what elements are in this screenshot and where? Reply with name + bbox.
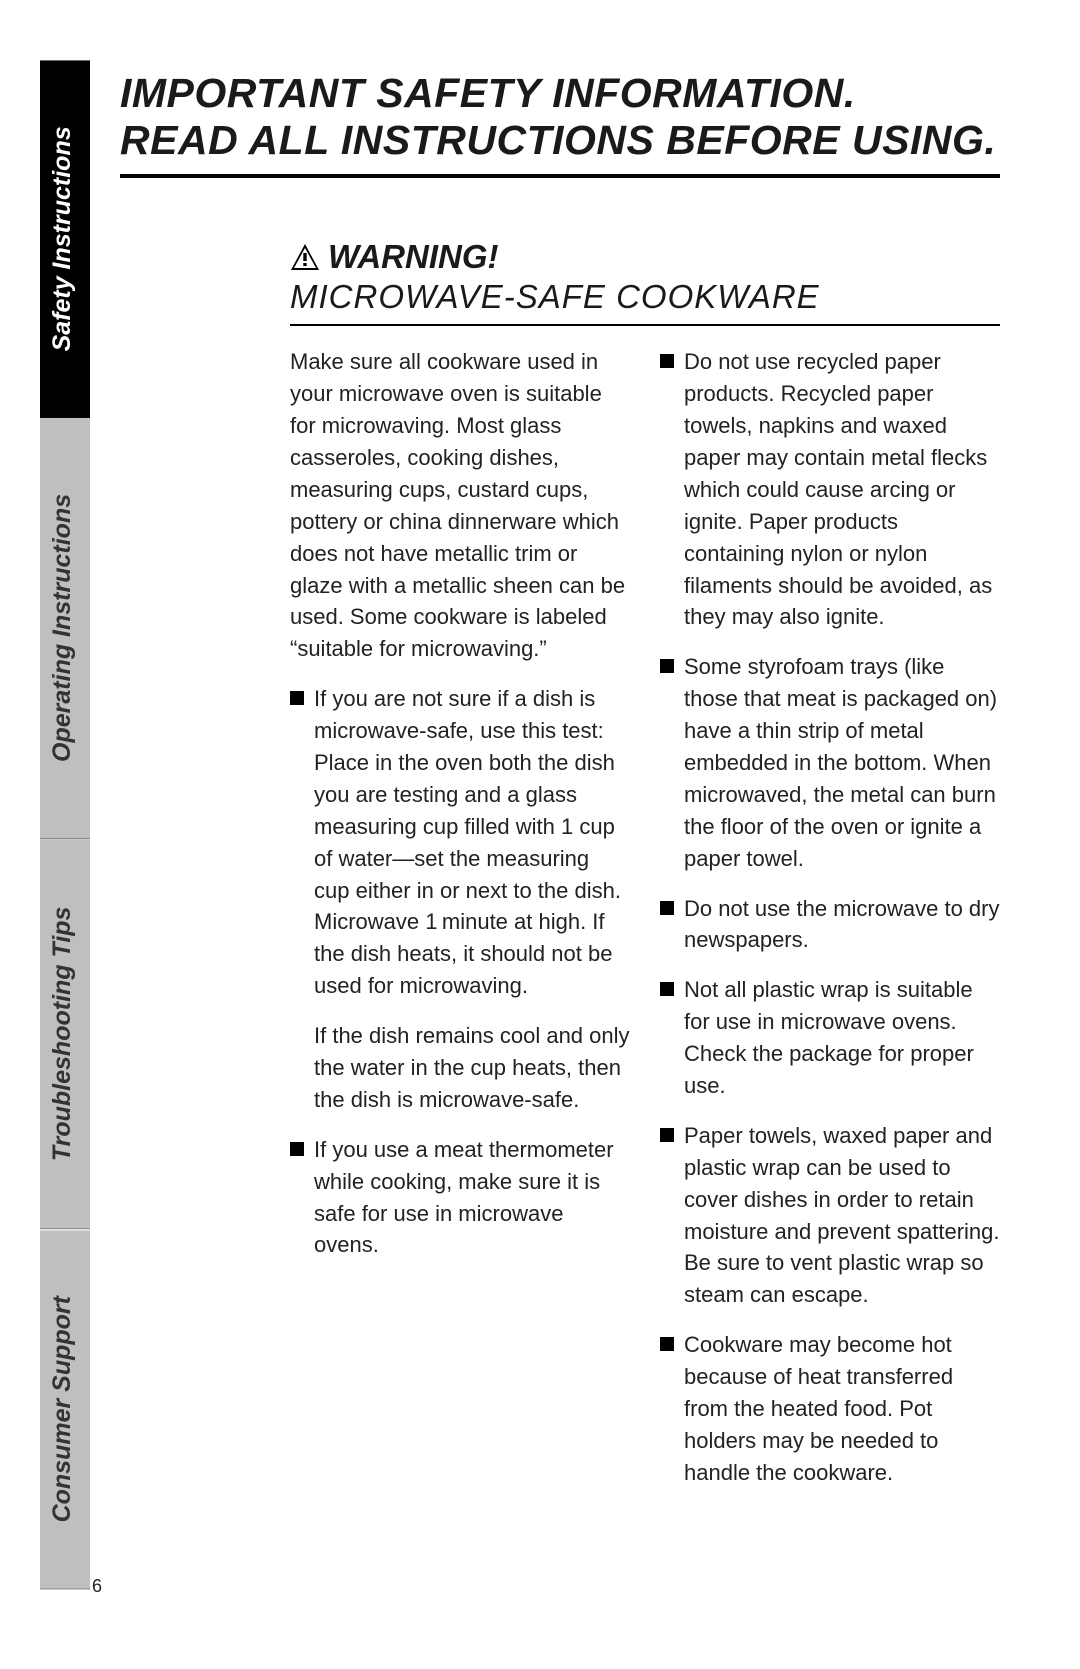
bullet-text: If you use a meat thermometer while cook… [314, 1134, 630, 1262]
bullet-text: Some styrofoam trays (like those that me… [684, 651, 1000, 874]
bullet-item: Paper towels, waxed paper and plastic wr… [660, 1120, 1000, 1311]
tab-operating-instructions[interactable]: Operating Instructions [40, 418, 90, 839]
square-bullet-icon [290, 1142, 304, 1156]
manual-page: Safety Instructions Operating Instructio… [0, 0, 1080, 1669]
page-title: IMPORTANT SAFETY INFORMATION. READ ALL I… [120, 70, 1000, 164]
tab-label: Troubleshooting Tips [48, 907, 76, 1162]
warning-icon [290, 243, 320, 271]
bullet-text: Do not use the microwave to dry newspape… [684, 893, 1000, 957]
bullet-item: If you use a meat thermometer while cook… [290, 1134, 630, 1262]
title-line-2: READ ALL INSTRUCTIONS BEFORE USING. [120, 117, 1000, 164]
two-column-body: Make sure all cookware used in your micr… [290, 346, 1000, 1506]
square-bullet-icon [660, 354, 674, 368]
square-bullet-icon [660, 982, 674, 996]
bullet-item: Do not use recycled paper products. Recy… [660, 346, 1000, 633]
bullet-text: Do not use recycled paper products. Recy… [684, 346, 1000, 633]
tab-label: Operating Instructions [48, 494, 76, 762]
warning-heading: WARNING! [290, 238, 1000, 276]
bullet-item: Some styrofoam trays (like those that me… [660, 651, 1000, 874]
title-line-1: IMPORTANT SAFETY INFORMATION. [120, 70, 1000, 117]
tab-label: Consumer Support [48, 1296, 76, 1522]
page-content: IMPORTANT SAFETY INFORMATION. READ ALL I… [90, 0, 1080, 1669]
bullet-text: Not all plastic wrap is suitable for use… [684, 974, 1000, 1102]
bullet-item: Not all plastic wrap is suitable for use… [660, 974, 1000, 1102]
tab-label: Safety Instructions [48, 127, 76, 352]
page-number: 6 [92, 1576, 102, 1597]
left-column: Make sure all cookware used in your micr… [290, 346, 630, 1506]
square-bullet-icon [290, 691, 304, 705]
side-tabs: Safety Instructions Operating Instructio… [0, 0, 90, 1669]
bullet-item: If you are not sure if a dish is microwa… [290, 683, 630, 1002]
bullet-item: Do not use the microwave to dry newspape… [660, 893, 1000, 957]
intro-paragraph: Make sure all cookware used in your micr… [290, 346, 630, 665]
warning-section: WARNING! MICROWAVE-SAFE COOKWARE Make su… [120, 238, 1000, 1506]
square-bullet-icon [660, 1128, 674, 1142]
tab-safety-instructions[interactable]: Safety Instructions [40, 60, 90, 418]
square-bullet-icon [660, 1337, 674, 1351]
bullet-text: If you are not sure if a dish is microwa… [314, 683, 630, 1002]
tab-troubleshooting-tips[interactable]: Troubleshooting Tips [40, 839, 90, 1229]
bullet-text: Cookware may become hot because of heat … [684, 1329, 1000, 1488]
square-bullet-icon [660, 659, 674, 673]
subtitle-rule [290, 324, 1000, 326]
title-rule [120, 174, 1000, 178]
right-column: Do not use recycled paper products. Recy… [660, 346, 1000, 1506]
tab-consumer-support[interactable]: Consumer Support [40, 1230, 90, 1589]
bullet-item: Cookware may become hot because of heat … [660, 1329, 1000, 1488]
section-subtitle: MICROWAVE-SAFE COOKWARE [290, 278, 1000, 316]
bullet-text: Paper towels, waxed paper and plastic wr… [684, 1120, 1000, 1311]
bullet-sub-paragraph: If the dish remains cool and only the wa… [314, 1020, 630, 1116]
warning-label: WARNING! [328, 238, 498, 276]
square-bullet-icon [660, 901, 674, 915]
